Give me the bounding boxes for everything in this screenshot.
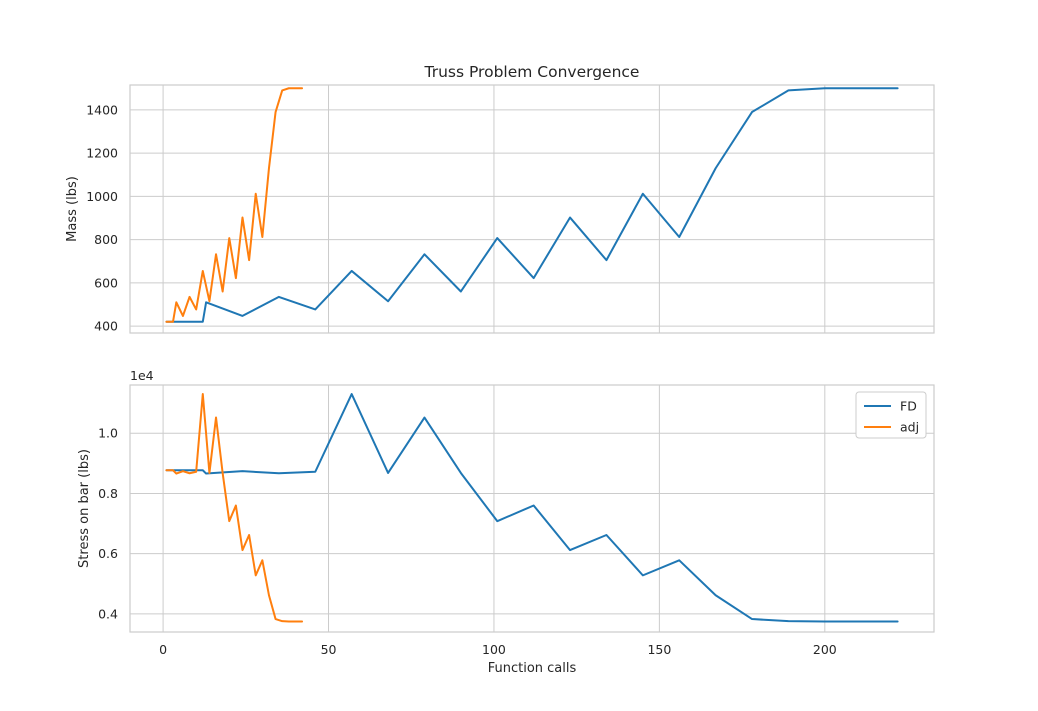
mass-subplot: 400 600 800 1000 1200 1400 Mass (lbs) Truss Pro…: [65, 63, 935, 334]
stress-subplot: 0.4 0.6 0.8 1.0 0 50 100 150 200 Stress on bar (l…: [77, 368, 935, 676]
stress-y-axis-label: Stress on bar (lbs): [77, 449, 92, 568]
mass-y-axis-label: Mass (lbs): [65, 176, 80, 242]
mass-ytick-label: 1000: [86, 189, 118, 204]
legend-label-adj: adj: [900, 420, 919, 435]
mass-ytick-label: 1400: [86, 102, 118, 117]
stress-xtick-label: 200: [813, 642, 837, 657]
mass-ytick-label: 400: [94, 319, 118, 334]
mass-ytick-label: 800: [94, 232, 118, 247]
stress-series-fd-line: [165, 393, 899, 623]
stress-plot-frame: [129, 384, 935, 633]
stress-series-adj-line: [165, 393, 304, 623]
chart-title: Truss Problem Convergence: [424, 63, 640, 81]
stress-ytick-label: 0.4: [98, 606, 118, 621]
stress-y-offset-label: 1e4: [130, 368, 154, 383]
mass-series-adj-line: [165, 87, 304, 323]
legend-label-fd: FD: [900, 399, 917, 414]
stress-xtick-label: 150: [647, 642, 671, 657]
mass-plot-frame: [129, 84, 935, 334]
stress-ytick-label: 1.0: [98, 426, 118, 441]
mass-series-fd-line: [165, 87, 899, 323]
stress-x-axis-label: Function calls: [488, 661, 577, 676]
mass-ytick-label: 1200: [86, 146, 118, 161]
stress-xtick-label: 0: [159, 642, 167, 657]
stress-xtick-label: 50: [321, 642, 337, 657]
stress-ytick-label: 0.6: [98, 546, 118, 561]
mass-ytick-label: 600: [94, 275, 118, 290]
stress-xtick-label: 100: [482, 642, 506, 657]
stress-ytick-label: 0.8: [98, 486, 118, 501]
legend: FD adj: [855, 391, 927, 439]
